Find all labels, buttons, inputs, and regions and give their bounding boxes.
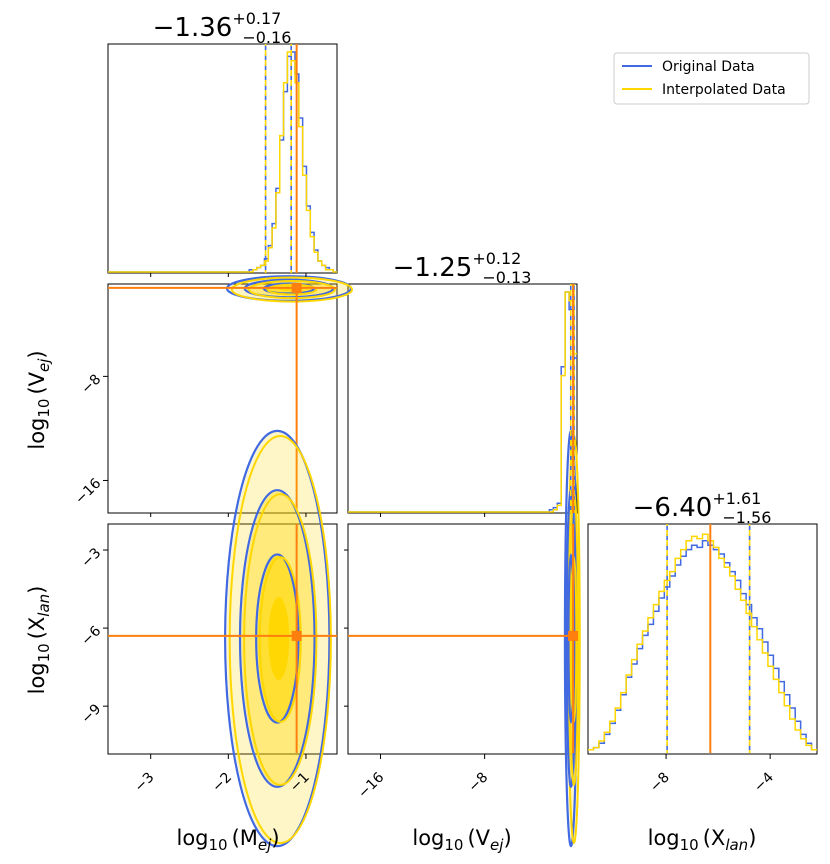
tick-layer: −3 −2 −1 −16 −8 −8 −4−8−16−3−6−9 xyxy=(72,273,777,802)
contour-orig-mej_xlan-0 xyxy=(224,429,331,848)
hist-xlan-original xyxy=(588,540,817,751)
title-mej: −1.36+0.17 −0.16 xyxy=(153,9,292,47)
legend: Original Data Interpolated Data xyxy=(613,52,810,105)
ytick-label: −3 xyxy=(78,545,104,571)
xlabel-vej: log10 (Vej) xyxy=(412,826,511,854)
ytick-label: −6 xyxy=(78,623,104,649)
panel-mej-hist-frame xyxy=(107,43,338,274)
xtick-label: −2 xyxy=(209,770,235,796)
panel-xlan-hist-frame xyxy=(587,523,818,755)
histogram-layer xyxy=(108,51,817,751)
panel-mej-vej-frame xyxy=(107,283,338,514)
ylabel-vej: log10(Vej) xyxy=(25,350,53,449)
truth-marker-vej_xlan xyxy=(568,630,579,641)
quantile-truth-layer xyxy=(264,44,751,753)
legend-label-interpolated: Interpolated Data xyxy=(662,82,786,98)
legend-label-original: Original Data xyxy=(662,59,755,75)
title-vej: −1.25+0.12 −0.13 xyxy=(393,249,532,287)
xtick-label: −16 xyxy=(355,769,387,801)
contour-fill-mej_xlan-3 xyxy=(268,596,290,681)
ytick-label: −9 xyxy=(78,701,104,727)
contour-interp-mej_vej-1 xyxy=(248,279,336,300)
xlabel-mej: log10 (Mej) xyxy=(176,826,279,854)
xlabel-xlan: log10 (Xlan) xyxy=(648,826,757,854)
panel-vej-xlan-frame xyxy=(347,523,578,755)
truth-marker-mej_vej xyxy=(291,282,302,293)
contour-interp-mej_vej-0 xyxy=(230,276,354,303)
ytick-label: −16 xyxy=(72,475,104,507)
contour-orig-mej_xlan-1 xyxy=(238,489,316,788)
title-xlan: −6.40+1.61 −1.56 xyxy=(633,489,772,527)
xtick-label: −8 xyxy=(647,770,673,796)
panel-vej-hist-frame xyxy=(347,283,578,514)
hist-vej-original xyxy=(348,291,577,513)
hist-vej-interpolated xyxy=(348,291,577,513)
xtick-label: −4 xyxy=(751,769,777,795)
hist-mej-interpolated xyxy=(108,51,337,273)
contour-interp-mej_xlan-1 xyxy=(243,493,318,786)
contour-layer xyxy=(108,275,581,848)
truth-marker-mej_xlan xyxy=(291,630,302,641)
panel-mej-xlan-frame xyxy=(107,523,338,755)
contour-interp-mej_xlan-0 xyxy=(228,434,332,845)
xtick-label: −8 xyxy=(466,770,492,796)
ytick-label: −8 xyxy=(78,371,104,397)
ylabel-xlan: log10(Xlan) xyxy=(25,586,53,695)
hist-xlan-interpolated xyxy=(588,533,817,751)
xtick-label: −3 xyxy=(132,770,158,796)
legend-frame xyxy=(613,52,810,105)
